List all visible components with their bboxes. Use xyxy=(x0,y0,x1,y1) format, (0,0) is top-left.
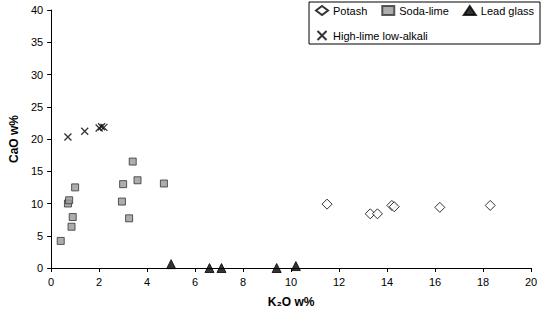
svg-text:12: 12 xyxy=(333,276,345,288)
svg-text:40: 40 xyxy=(31,4,43,16)
svg-text:35: 35 xyxy=(31,36,43,48)
svg-text:Soda-lime: Soda-lime xyxy=(399,5,449,17)
svg-text:20: 20 xyxy=(525,276,537,288)
svg-text:18: 18 xyxy=(477,276,489,288)
svg-text:K₂O w%: K₂O w% xyxy=(268,295,315,309)
svg-text:8: 8 xyxy=(240,276,246,288)
svg-text:15: 15 xyxy=(31,165,43,177)
svg-text:5: 5 xyxy=(37,230,43,242)
svg-text:4: 4 xyxy=(144,276,150,288)
svg-text:0: 0 xyxy=(48,276,54,288)
svg-text:16: 16 xyxy=(429,276,441,288)
svg-text:High-lime low-alkali: High-lime low-alkali xyxy=(333,30,428,42)
svg-text:10: 10 xyxy=(31,198,43,210)
svg-text:20: 20 xyxy=(31,133,43,145)
svg-text:14: 14 xyxy=(381,276,393,288)
svg-text:10: 10 xyxy=(285,276,297,288)
svg-text:30: 30 xyxy=(31,69,43,81)
svg-text:CaO w%: CaO w% xyxy=(7,115,21,163)
svg-text:6: 6 xyxy=(192,276,198,288)
svg-text:25: 25 xyxy=(31,101,43,113)
svg-text:0: 0 xyxy=(37,262,43,274)
svg-text:Lead glass: Lead glass xyxy=(481,5,535,17)
svg-text:Potash: Potash xyxy=(333,5,367,17)
svg-text:2: 2 xyxy=(96,276,102,288)
